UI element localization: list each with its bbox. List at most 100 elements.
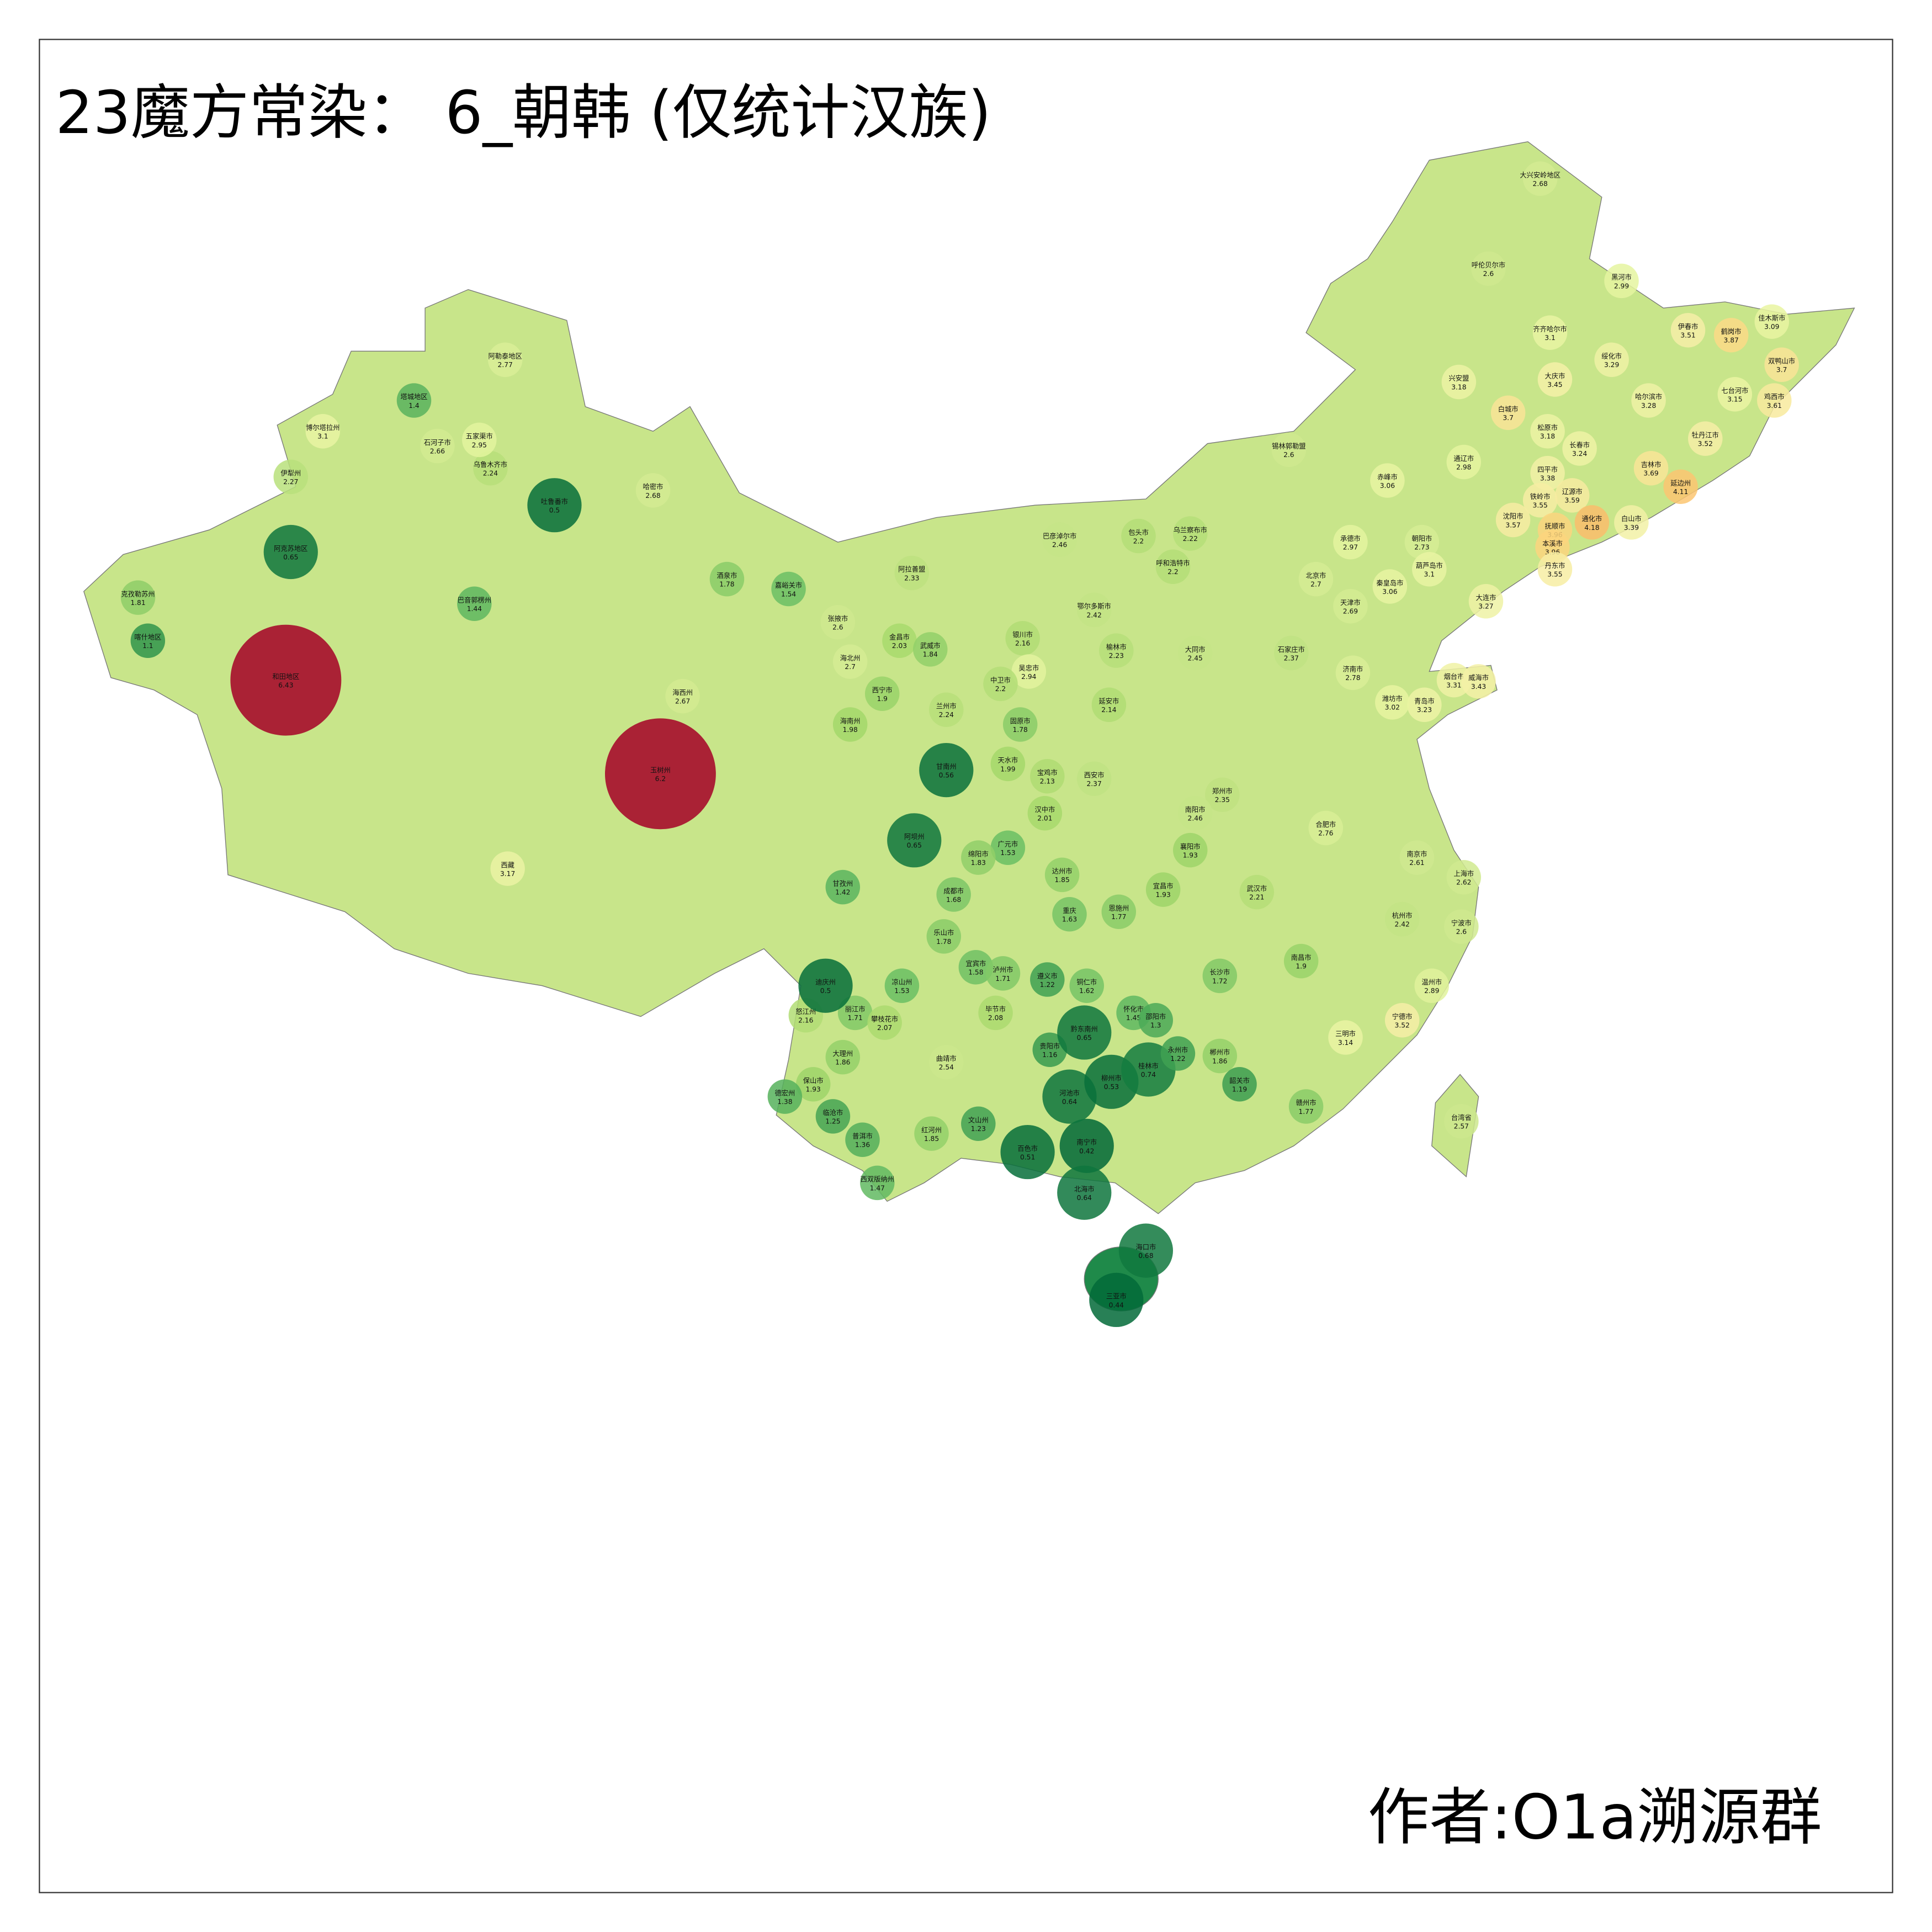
region-value: 3.02	[1385, 704, 1400, 712]
region-name: 桂林市	[1138, 1061, 1159, 1070]
region-area	[1633, 450, 1669, 486]
region-value: 2.22	[1183, 535, 1198, 543]
region-value: 1.84	[923, 651, 938, 659]
region-value: 3.31	[1446, 682, 1461, 689]
region-name: 沈阳市	[1503, 512, 1524, 521]
region-area	[527, 478, 582, 533]
region-area	[305, 414, 341, 449]
author: 作者:O1a溯源群	[1368, 1781, 1822, 1853]
region-area	[1173, 516, 1208, 551]
region-value: 3.18	[1451, 383, 1466, 391]
region-value: 0.65	[283, 553, 298, 561]
region-area	[1274, 635, 1309, 671]
region-value: 1.9	[1296, 962, 1307, 970]
region-area	[1288, 1089, 1324, 1124]
region-name: 宜昌市	[1153, 882, 1174, 890]
region-value: 1.1	[142, 642, 153, 650]
region-area	[1101, 894, 1137, 930]
region-name: 巴彦淖尔市	[1043, 532, 1076, 540]
region-value: 2.2	[995, 685, 1006, 693]
region-area	[887, 813, 942, 868]
region-area	[1471, 251, 1506, 286]
region-area	[1202, 958, 1238, 994]
region-area	[867, 1005, 902, 1040]
region-name: 武威市	[920, 641, 941, 650]
region-area	[1717, 377, 1753, 412]
region-value: 3.55	[1547, 571, 1562, 578]
title: 23魔方常染： 6_朝韩 (仅统计汉族)	[55, 79, 991, 147]
region-area	[1404, 524, 1440, 560]
region-name: 赣州市	[1296, 1098, 1317, 1107]
region-value: 3.69	[1643, 470, 1658, 477]
region-area	[1283, 943, 1319, 979]
region-area	[665, 678, 700, 714]
region-area	[1005, 621, 1040, 656]
region-area	[1076, 592, 1112, 628]
region-value: 2.7	[1310, 581, 1321, 588]
region-area	[1002, 707, 1038, 742]
region-name: 延边州	[1670, 479, 1691, 487]
region-area	[1308, 810, 1344, 846]
region-area	[1027, 795, 1063, 831]
region-area	[273, 459, 309, 495]
region-value: 1.25	[825, 1118, 840, 1126]
region-value: 2.46	[1052, 541, 1068, 549]
region-name: 汉中市	[1034, 805, 1055, 814]
region-value: 2.6	[1283, 451, 1294, 459]
region-value: 2.37	[1086, 780, 1101, 788]
region-value: 3.14	[1338, 1039, 1354, 1047]
region-area	[1604, 263, 1639, 299]
region-name: 银川市	[1012, 630, 1033, 639]
region-value: 1.77	[1298, 1108, 1313, 1116]
region-value: 3.17	[500, 870, 515, 878]
region-value: 2.6	[1483, 270, 1494, 278]
region-name: 七台河市	[1721, 386, 1748, 395]
region-area	[1461, 664, 1496, 699]
region-value: 0.42	[1079, 1147, 1094, 1155]
region-area	[473, 450, 508, 486]
region-area	[1089, 1272, 1144, 1328]
region-value: 0.65	[1077, 1034, 1092, 1042]
region-name: 天水市	[997, 756, 1018, 765]
region-value: 2.98	[1456, 463, 1471, 471]
region-name: 南京市	[1407, 850, 1427, 858]
region-area	[1384, 901, 1420, 937]
region-value: 1.45	[1126, 1014, 1141, 1022]
region-value: 2.08	[988, 1014, 1003, 1022]
region-area	[820, 604, 856, 640]
region-name: 秦皇岛市	[1376, 578, 1403, 587]
region-value: 0.53	[1104, 1083, 1119, 1091]
region-name: 济南市	[1342, 665, 1363, 673]
region-value: 0.64	[1077, 1194, 1092, 1202]
region-name: 吐鲁番市	[541, 497, 568, 506]
region-area	[990, 746, 1026, 782]
region-name: 温州市	[1421, 978, 1442, 986]
region-value: 3.57	[1505, 521, 1520, 529]
region-name: 迪庆州	[815, 978, 836, 986]
region-area	[1530, 414, 1565, 449]
region-value: 2.14	[1101, 706, 1117, 714]
region-name: 上海市	[1453, 869, 1474, 878]
region-area	[1764, 347, 1799, 382]
region-name: 本溪市	[1542, 539, 1563, 548]
region-area	[1554, 478, 1590, 513]
region-name: 普洱市	[852, 1132, 873, 1140]
region-area	[832, 644, 868, 679]
region-name: 甘孜州	[832, 880, 853, 888]
region-name: 永州市	[1168, 1045, 1188, 1054]
region-value: 1.4	[408, 402, 420, 410]
region-value: 1.71	[995, 975, 1010, 983]
region-name: 北京市	[1306, 571, 1326, 580]
region-area	[1333, 588, 1368, 624]
region-area	[1384, 1002, 1420, 1038]
region-name: 松原市	[1537, 423, 1558, 432]
region-area	[1757, 383, 1792, 418]
region-name: 邵阳市	[1145, 1012, 1166, 1021]
region-area	[1688, 421, 1723, 456]
region-area	[983, 666, 1018, 702]
region-name: 临沧市	[823, 1108, 843, 1117]
region-name: 巴音郭楞州	[458, 596, 491, 604]
region-value: 1.78	[1013, 726, 1028, 734]
region-name: 博尔塔拉州	[306, 423, 339, 432]
